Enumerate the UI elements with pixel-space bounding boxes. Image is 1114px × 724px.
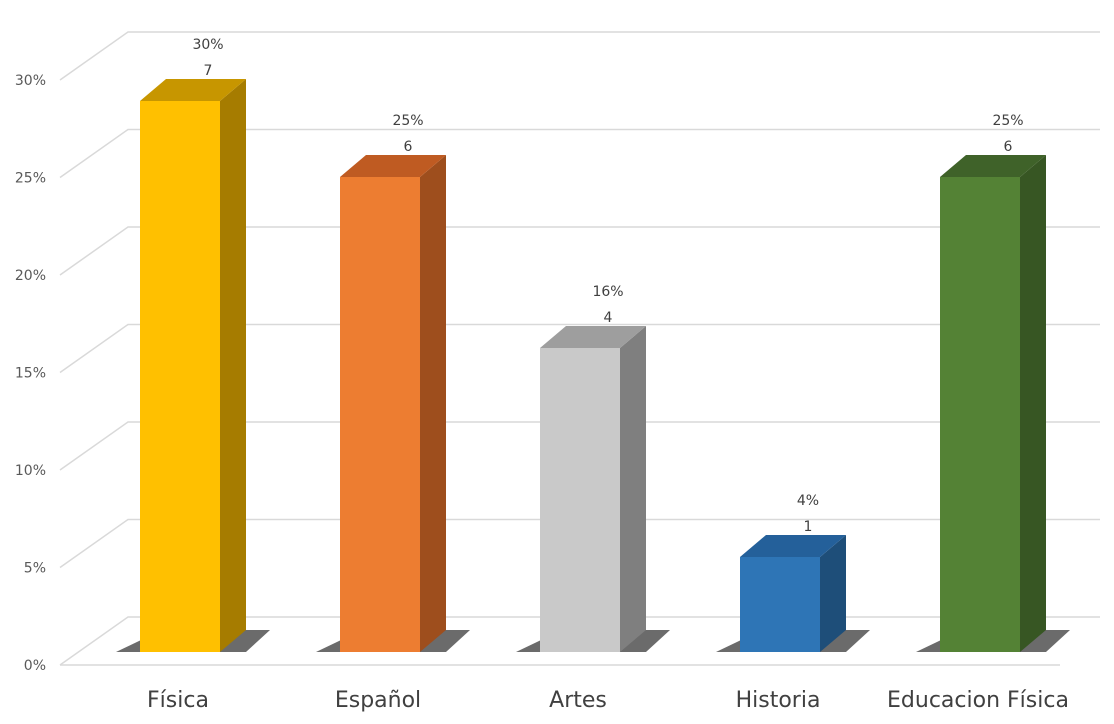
bar-top (540, 326, 646, 348)
x-category-label: Historia (736, 688, 821, 713)
gridline (59, 128, 1100, 179)
gridline (59, 323, 1100, 374)
data-label-percent: 25% (992, 113, 1023, 129)
y-tick-label: 20% (15, 268, 46, 284)
bar-front (740, 557, 820, 652)
bar-side (1020, 155, 1046, 652)
bar-top (140, 79, 246, 101)
bar-top (340, 155, 446, 177)
gridline (59, 421, 1100, 471)
grid-layer (59, 31, 1100, 666)
bar-side (820, 535, 846, 652)
labels-layer: 0% 5% 10% 15% 20% 25% 30% 30% 7 Física 25% 6 Español… (15, 37, 1069, 713)
data-label-count: 1 (804, 519, 813, 535)
y-tick-label: 5% (24, 561, 46, 577)
bar-3 (716, 535, 870, 652)
bar-side (420, 155, 446, 652)
bar-top (740, 535, 846, 557)
bar-front (540, 348, 620, 652)
data-label-count: 6 (1004, 139, 1013, 155)
gridline (59, 226, 1100, 276)
gridline (59, 31, 1100, 81)
bar-front (340, 177, 420, 652)
data-label-count: 6 (404, 139, 413, 155)
x-category-label: Español (335, 688, 421, 713)
x-category-label: Educacion Física (887, 688, 1069, 713)
bar-2 (516, 326, 670, 652)
y-tick-label: 0% (24, 658, 46, 674)
data-label-percent: 25% (392, 113, 423, 129)
bar-side (620, 326, 646, 652)
bars-layer (116, 79, 1070, 652)
bar-4 (916, 155, 1070, 652)
gridline (59, 518, 1100, 569)
y-tick-label: 30% (15, 73, 46, 89)
x-category-label: Física (147, 688, 209, 713)
bar-front (140, 101, 220, 652)
bar-1 (316, 155, 470, 652)
y-tick-label: 25% (15, 171, 46, 187)
x-category-label: Artes (549, 688, 607, 713)
bar-top (940, 155, 1046, 177)
y-tick-label: 15% (15, 366, 46, 382)
data-label-percent: 16% (592, 284, 623, 300)
bar-0 (116, 79, 270, 652)
y-tick-label: 10% (15, 463, 46, 479)
data-label-count: 7 (204, 63, 213, 79)
data-label-percent: 30% (192, 37, 223, 53)
data-label-count: 4 (604, 310, 613, 326)
bar-side (220, 79, 246, 652)
bar-front (940, 177, 1020, 652)
data-label-percent: 4% (797, 493, 819, 509)
